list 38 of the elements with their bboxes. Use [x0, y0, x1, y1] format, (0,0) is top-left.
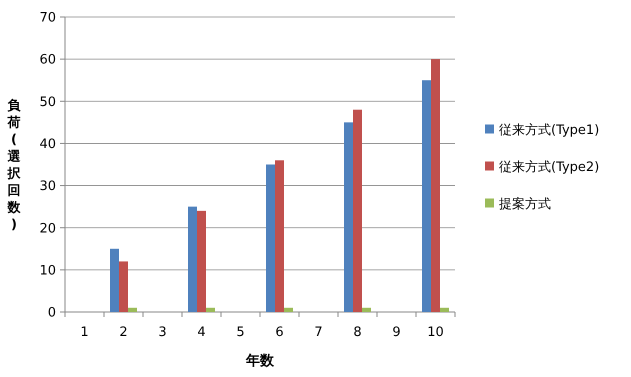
- x-tick-label: 8: [353, 325, 362, 340]
- x-tick-label: 1: [80, 325, 89, 340]
- x-tick-label: 10: [427, 325, 444, 340]
- y-tick-label: 30: [39, 179, 56, 194]
- bar: [431, 59, 440, 312]
- x-tick-label: 2: [119, 325, 128, 340]
- x-axis-title: 年数: [245, 353, 275, 369]
- bar: [275, 160, 284, 312]
- y-axis-title: 負荷(選択回数): [6, 98, 22, 233]
- x-tick-label: 9: [392, 325, 401, 340]
- bar: [440, 308, 449, 312]
- bar: [197, 210, 206, 312]
- y-tick-label: 20: [39, 221, 56, 236]
- y-tick-label: 40: [39, 136, 56, 152]
- x-tick-label: 3: [158, 325, 167, 340]
- bar: [266, 164, 275, 312]
- x-tick-label: 4: [197, 325, 206, 340]
- bar: [344, 122, 353, 312]
- bar: [188, 206, 197, 312]
- bar: [422, 80, 431, 312]
- y-tick-label: 70: [39, 10, 56, 26]
- bar: [353, 110, 362, 312]
- bar: [362, 308, 371, 312]
- x-tick-label: 5: [236, 325, 245, 340]
- x-tick-label: 7: [314, 325, 323, 340]
- bar: [206, 308, 215, 312]
- y-tick-label: 50: [39, 94, 56, 110]
- x-tick-label: 6: [275, 325, 284, 340]
- legend-label: 従来方式(Type2): [499, 159, 600, 176]
- legend-label: 従来方式(Type1): [499, 122, 600, 138]
- bar: [128, 308, 137, 312]
- bar: [119, 261, 128, 312]
- bar: [284, 308, 293, 312]
- y-tick-label: 10: [39, 263, 56, 278]
- y-tick-label: 0: [48, 306, 56, 321]
- bar: [110, 248, 119, 312]
- y-tick-label: 60: [39, 52, 56, 68]
- legend-label: 提案方式: [499, 196, 551, 212]
